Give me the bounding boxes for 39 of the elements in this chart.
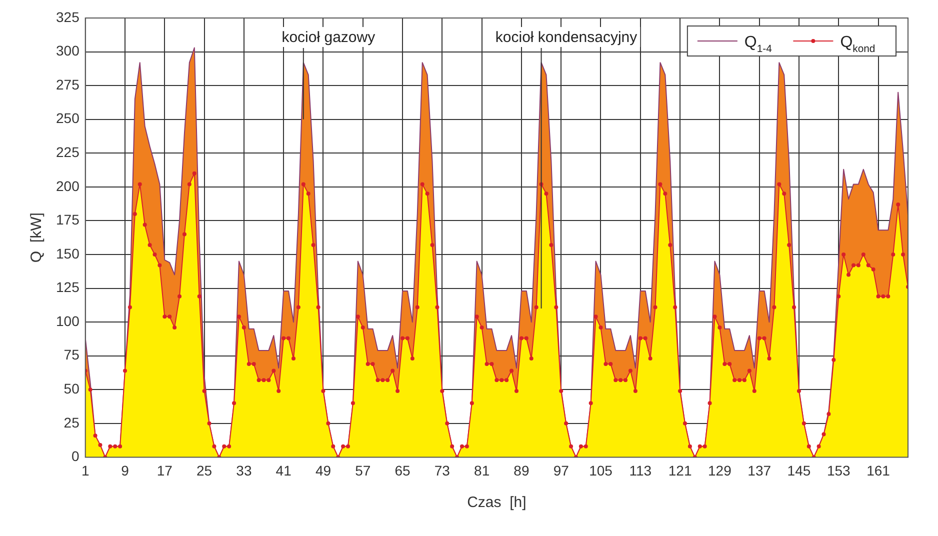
x-tick-label: 9 [121, 462, 130, 478]
y-tick-label: 225 [56, 144, 80, 160]
x-tick-label: 25 [196, 462, 212, 478]
x-tick-label: 73 [434, 462, 450, 478]
y-tick-label: 0 [72, 448, 80, 464]
x-tick-label: 57 [355, 462, 371, 478]
x-tick-label: 41 [276, 462, 292, 478]
x-axis-title: Czas [h] [467, 494, 526, 512]
y-tick-label: 325 [56, 8, 80, 25]
y-tick-label: 125 [56, 279, 80, 296]
y-tick-label: 25 [64, 414, 80, 430]
y-tick-label: 200 [56, 178, 80, 194]
y-tick-label: 250 [56, 110, 80, 126]
x-tick-label: 33 [236, 462, 252, 478]
x-tick-label: 121 [668, 462, 692, 478]
x-tick-label: 81 [474, 462, 490, 478]
x-tick-label: 145 [787, 462, 811, 478]
x-tick-label: 161 [866, 462, 890, 478]
x-tick-label: 1 [81, 462, 90, 478]
annotation: kocioł gazowy [282, 29, 376, 46]
x-tick-label: 17 [156, 462, 173, 478]
annotation: kocioł kondensacyjny [495, 29, 638, 46]
y-tick-label: 100 [56, 312, 80, 329]
y-tick-label: 150 [56, 245, 80, 262]
x-tick-label: 89 [514, 462, 530, 478]
y-tick-label: 300 [56, 42, 80, 59]
y-tick-label: 75 [64, 346, 80, 363]
y-tick-label: 175 [56, 212, 80, 228]
x-tick-label: 97 [553, 462, 570, 478]
x-tick-label: 49 [315, 462, 332, 478]
x-tick-label: 129 [708, 462, 732, 478]
x-tick-label: 137 [748, 462, 772, 478]
y-tick-label: 275 [56, 76, 80, 92]
x-tick-label: 153 [826, 462, 851, 478]
x-tick-label: 65 [394, 462, 411, 478]
y-tick-label: 50 [64, 380, 80, 396]
x-tick-label: 105 [589, 462, 613, 478]
y-axis-title: Q [kW] [28, 212, 46, 263]
x-tick-label: 113 [629, 462, 652, 478]
